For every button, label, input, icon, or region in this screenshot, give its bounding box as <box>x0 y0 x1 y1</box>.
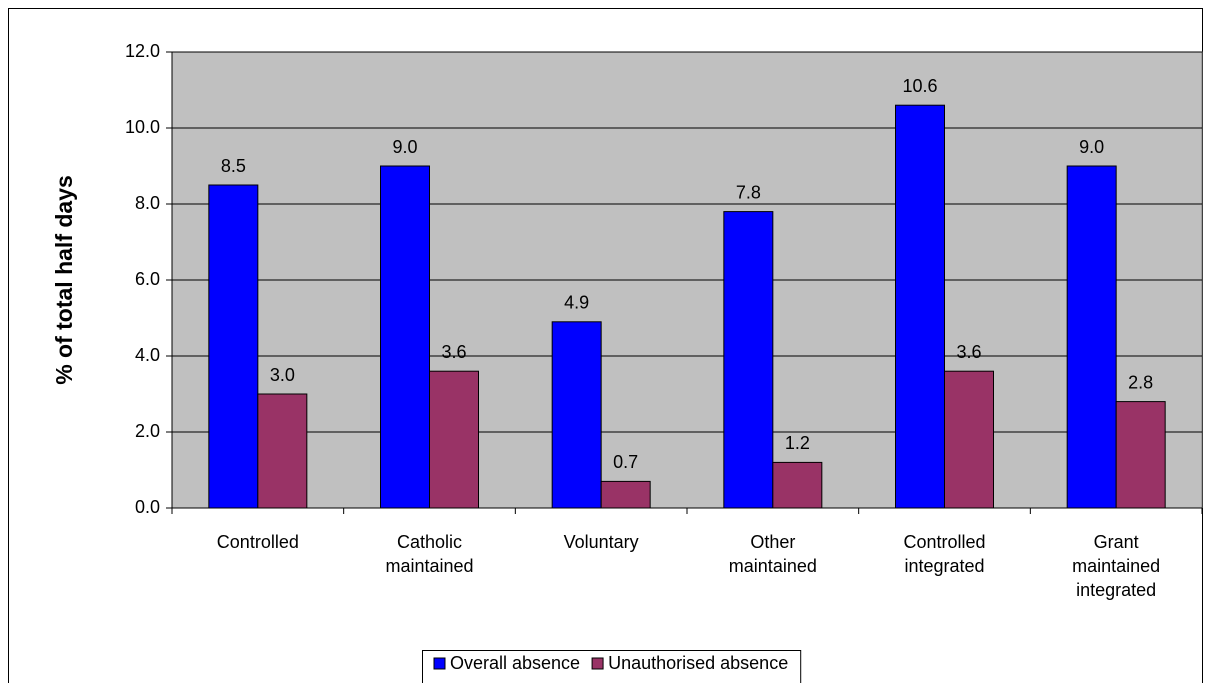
bar <box>208 184 259 509</box>
y-tick-label: 6.0 <box>135 269 160 289</box>
bar <box>600 480 651 509</box>
y-tick-label: 12.0 <box>125 41 160 61</box>
x-tick-label: Other maintained <box>729 532 817 576</box>
value-label: 8.5 <box>221 156 246 176</box>
legend-label: Unauthorised absence <box>608 653 788 673</box>
legend: Overall absence Unauthorised absence <box>422 650 802 683</box>
x-tick-label: Controlled integrated <box>903 532 985 576</box>
value-label: 3.0 <box>270 365 295 385</box>
bar <box>944 370 994 509</box>
y-tick-label: 0.0 <box>135 497 160 517</box>
bar <box>723 211 774 509</box>
y-tick-label: 10.0 <box>125 117 160 137</box>
value-label: 2.8 <box>1128 372 1153 392</box>
legend-label: Overall absence <box>450 653 580 673</box>
legend-swatch <box>433 657 446 670</box>
y-axis-title: % of total half days <box>51 175 77 385</box>
value-label: 7.8 <box>736 182 761 202</box>
bar <box>429 370 479 509</box>
y-tick-label: 8.0 <box>135 193 160 213</box>
value-label: 10.6 <box>902 76 937 96</box>
bar <box>551 321 602 509</box>
bar <box>895 104 945 509</box>
legend-box <box>422 650 802 683</box>
x-tick-label: Grant maintained integrated <box>1072 532 1160 600</box>
bar <box>1115 401 1166 509</box>
value-label: 9.0 <box>1079 137 1104 157</box>
bar <box>257 393 308 509</box>
bar <box>380 165 430 509</box>
value-label: 3.6 <box>441 342 466 362</box>
value-label: 1.2 <box>785 433 810 453</box>
value-label: 0.7 <box>613 452 638 472</box>
bar <box>1066 165 1117 509</box>
x-tick-label: Voluntary <box>564 532 639 552</box>
legend-swatch <box>591 657 604 670</box>
bar <box>772 461 823 509</box>
x-tick-label: Catholic maintained <box>385 532 473 576</box>
value-label: 9.0 <box>392 137 417 157</box>
y-tick-label: 4.0 <box>135 345 160 365</box>
value-label: 4.9 <box>564 293 589 313</box>
x-tick-label: Controlled <box>217 532 299 552</box>
value-label: 3.6 <box>956 342 981 362</box>
y-tick-label: 2.0 <box>135 421 160 441</box>
